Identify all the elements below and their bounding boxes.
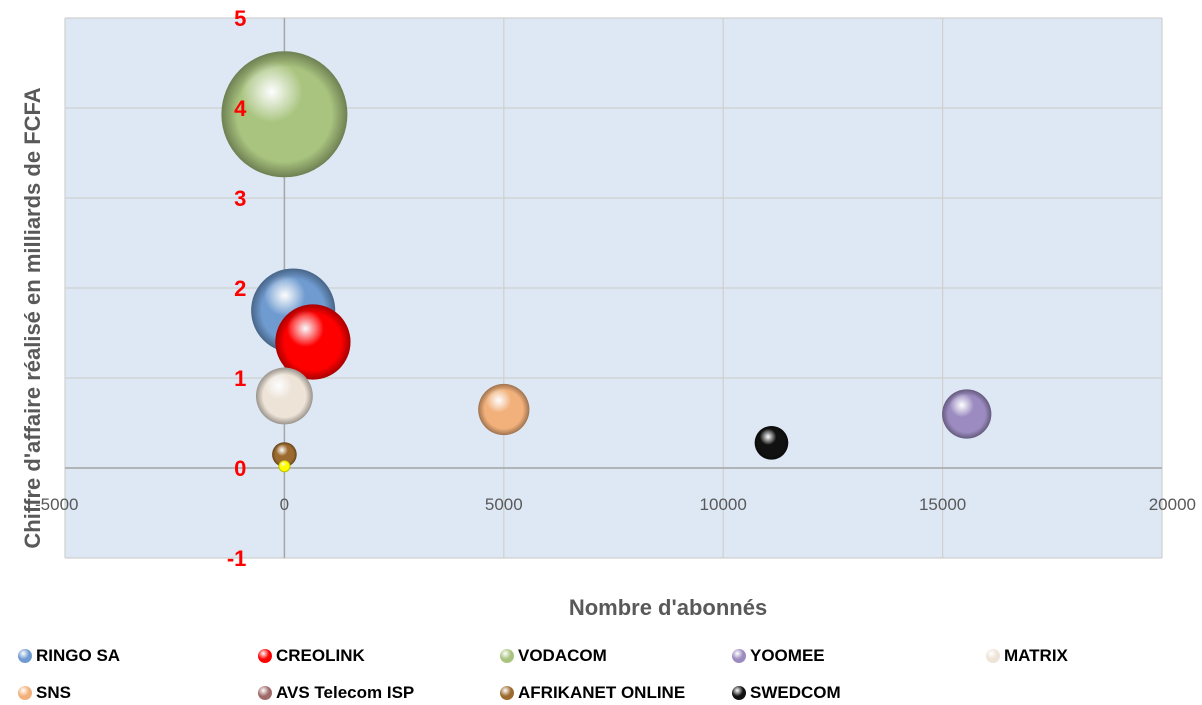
x-tick-label: -5000 — [35, 495, 78, 514]
legend-label: AVS Telecom ISP — [276, 683, 415, 702]
bubble-shade — [278, 460, 291, 473]
bubble-shade — [478, 383, 530, 436]
y-tick-label: 4 — [234, 96, 247, 121]
legend-item: AVS Telecom ISP — [258, 681, 414, 705]
bubble-shade — [272, 442, 297, 467]
bubble-shade — [275, 304, 351, 380]
y-tick-label: 5 — [234, 6, 246, 31]
y-axis-title: Chiffre d'affaire réalisé en milliards d… — [20, 87, 45, 548]
bubble-shade — [942, 389, 992, 439]
legend-label: AFRIKANET ONLINE — [518, 683, 686, 702]
x-tick-label: 20000 — [1149, 495, 1196, 514]
x-axis-title: Nombre d'abonnés — [569, 595, 767, 620]
legend-item: MATRIX — [986, 644, 1068, 668]
bubble-shade — [255, 367, 313, 425]
y-tick-label: 1 — [234, 366, 246, 391]
legend-label: MATRIX — [1004, 646, 1068, 665]
legend-marker-icon — [18, 686, 32, 700]
bubble-shade — [754, 425, 789, 460]
legend-item: YOOMEE — [732, 644, 825, 668]
legend-label: SWEDCOM — [750, 683, 841, 702]
legend-label: SNS — [36, 683, 71, 702]
y-tick-label: 3 — [234, 186, 246, 211]
legend-label: YOOMEE — [750, 646, 825, 665]
bubbles — [221, 51, 992, 473]
legend-item: VODACOM — [500, 644, 607, 668]
legend-marker-icon — [258, 686, 272, 700]
legend-marker-icon — [258, 649, 272, 663]
legend-marker-icon — [500, 649, 514, 663]
legend-marker-icon — [986, 649, 1000, 663]
legend-item: SNS — [18, 681, 71, 705]
y-tick-label: 0 — [234, 456, 246, 481]
legend-marker-icon — [732, 649, 746, 663]
legend-item: CREOLINK — [258, 644, 365, 668]
legend-label: CREOLINK — [276, 646, 365, 665]
x-tick-labels: -5000 0 5000 10000 15000 20000 — [35, 495, 1196, 514]
legend-item: SWEDCOM — [732, 681, 841, 705]
y-tick-label: -1 — [227, 546, 247, 571]
legend-marker-icon — [500, 686, 514, 700]
bubble-shade — [221, 51, 348, 178]
legend-label: VODACOM — [518, 646, 607, 665]
x-tick-label: 10000 — [700, 495, 747, 514]
legend-label: RINGO SA — [36, 646, 121, 665]
legend-item: RINGO SA — [18, 644, 120, 668]
legend-marker-icon — [18, 649, 32, 663]
y-tick-labels: -1 0 1 2 3 4 5 — [227, 6, 247, 571]
y-tick-label: 2 — [234, 276, 246, 301]
x-tick-label: 0 — [280, 495, 289, 514]
x-tick-label: 5000 — [485, 495, 523, 514]
x-tick-label: 15000 — [919, 495, 966, 514]
legend-marker-icon — [732, 686, 746, 700]
legend-item: AFRIKANET ONLINE — [500, 681, 685, 705]
legend: RINGO SA CREOLINK VODACOM YOOMEE MATRIX SNS AV… — [0, 640, 1202, 704]
